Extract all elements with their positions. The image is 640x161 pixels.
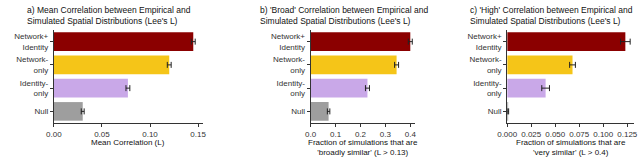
svg-text:Mean Correlation (L): Mean Correlation (L) (91, 138, 165, 147)
svg-text:0.15: 0.15 (190, 130, 206, 139)
svg-text:0.100: 0.100 (593, 130, 614, 139)
svg-text:0.075: 0.075 (569, 130, 590, 139)
svg-text:Identity-only: Identity-only (277, 79, 306, 98)
svg-text:b) 'Broad' Correlation between: b) 'Broad' Correlation between Empirical… (260, 5, 428, 26)
svg-text:0.00: 0.00 (46, 130, 62, 139)
svg-text:c) 'High' Correlation between: c) 'High' Correlation between Empirical … (470, 5, 633, 26)
svg-text:Fraction of simulations that a: Fraction of simulations that are'very si… (516, 138, 626, 157)
svg-text:0.000: 0.000 (497, 130, 518, 139)
svg-text:Network-only: Network-only (470, 55, 502, 74)
svg-text:Network+Identity: Network+Identity (468, 32, 502, 51)
svg-text:Null: Null (35, 107, 49, 116)
svg-text:a) Mean Correlation between Em: a) Mean Correlation between Empirical an… (27, 5, 191, 26)
svg-text:0.125: 0.125 (617, 130, 638, 139)
svg-text:Null: Null (291, 107, 305, 116)
svg-text:Fraction of simulations that a: Fraction of simulations that are'broadly… (308, 138, 418, 157)
svg-text:Network-only: Network-only (16, 55, 48, 74)
svg-text:0.050: 0.050 (545, 130, 566, 139)
svg-text:0.2: 0.2 (355, 130, 367, 139)
svg-text:0.0: 0.0 (305, 130, 317, 139)
svg-text:Identity-only: Identity-only (473, 79, 502, 98)
svg-text:0.3: 0.3 (380, 130, 392, 139)
svg-text:0.10: 0.10 (142, 130, 158, 139)
svg-text:Network+Identity: Network+Identity (14, 32, 48, 51)
svg-text:Network-only: Network-only (273, 55, 305, 74)
svg-text:Null: Null (488, 107, 502, 116)
svg-text:Identity-only: Identity-only (20, 79, 49, 98)
svg-text:0.025: 0.025 (521, 130, 542, 139)
svg-text:Network+Identity: Network+Identity (271, 32, 305, 51)
svg-text:0.1: 0.1 (330, 130, 342, 139)
svg-text:0.4: 0.4 (405, 130, 417, 139)
svg-text:0.05: 0.05 (94, 130, 110, 139)
